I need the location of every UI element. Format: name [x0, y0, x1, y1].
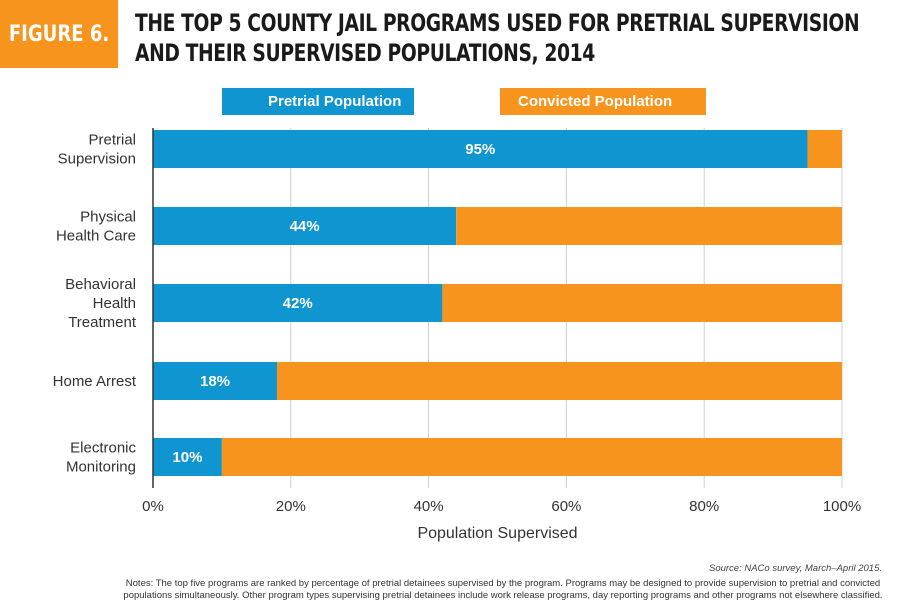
- x-tick-label: 0%: [142, 498, 164, 515]
- bar-pretrial: [153, 438, 222, 476]
- chart-title: THE TOP 5 COUNTY JAIL PROGRAMS USED FOR …: [135, 9, 860, 67]
- data-label: 10%: [172, 449, 202, 466]
- legend-label-pretrial: Pretrial Population: [222, 88, 414, 115]
- legend-item-pretrial: Pretrial Population: [222, 88, 414, 115]
- bar-convicted: [456, 207, 842, 245]
- bar-pretrial: [153, 130, 808, 168]
- x-tick-label: 80%: [689, 498, 719, 515]
- bar-convicted: [221, 438, 842, 476]
- category-label: Pretrial Supervision: [58, 132, 136, 168]
- x-tick-label: 60%: [551, 498, 581, 515]
- data-label: 18%: [200, 373, 230, 390]
- notes-text: Notes: The top five programs are ranked …: [123, 578, 883, 601]
- x-tick-label: 100%: [823, 498, 861, 515]
- x-tick-label: 20%: [276, 498, 306, 515]
- x-tick-label: 40%: [414, 498, 444, 515]
- stacked-bar-chart: 95% Pretrial Supervision 44% Physical Health …: [53, 128, 861, 542]
- bar-convicted: [277, 362, 842, 400]
- category-label: Behavioral Health Treatment: [65, 276, 137, 331]
- source-note: Source: NACo survey, March–April 2015.: [708, 563, 882, 574]
- category-label: Physical Health Care: [56, 209, 136, 245]
- figure-label: FIGURE 6.: [8, 21, 110, 47]
- data-label: 44%: [290, 218, 320, 235]
- bar-pretrial: [153, 207, 457, 245]
- legend-item-convicted: Convicted Population: [500, 88, 706, 115]
- bar-pretrial: [153, 362, 278, 400]
- data-label: 95%: [465, 141, 495, 158]
- bar-convicted: [442, 284, 842, 322]
- category-label: Home Arrest: [53, 373, 137, 390]
- legend-label-convicted: Convicted Population: [500, 88, 706, 115]
- bar-convicted: [807, 130, 842, 168]
- x-axis-title: Population Supervised: [417, 525, 577, 542]
- bar-pretrial: [153, 284, 443, 322]
- figure-badge: FIGURE 6.: [0, 0, 119, 68]
- data-label: 42%: [283, 295, 313, 312]
- category-label: Electronic Monitoring: [66, 440, 137, 476]
